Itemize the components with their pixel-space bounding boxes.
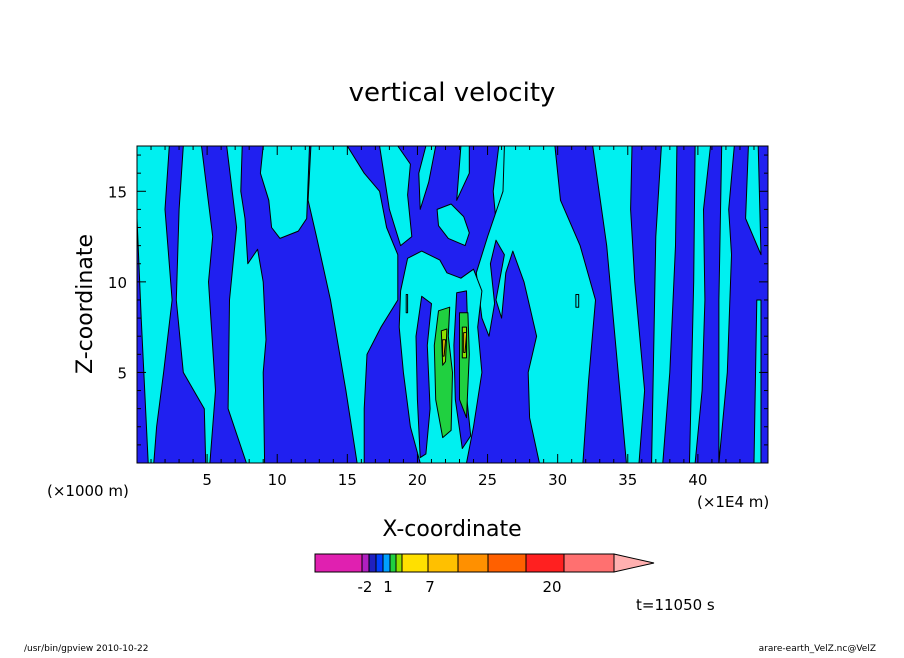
x-tick-label: 40	[688, 471, 707, 489]
contour-region-27	[463, 332, 467, 353]
time-label: t=11050 s	[636, 596, 715, 614]
contour-region-5	[379, 146, 413, 247]
x-tick-label: 25	[478, 471, 497, 489]
colorbar-segment	[401, 553, 429, 573]
x-tick-label: 10	[268, 471, 287, 489]
colorbar-segment	[382, 553, 391, 573]
x-axis-label: X-coordinate	[382, 517, 521, 542]
x-tick-label: 30	[548, 471, 567, 489]
x-tick-label: 20	[408, 471, 427, 489]
colorbar-tick-label: -2	[358, 578, 373, 596]
colorbar	[314, 553, 655, 573]
contour-region-20	[415, 295, 432, 459]
colorbar-segment	[375, 553, 384, 573]
contour-region-14	[745, 146, 762, 256]
colorbar-segment	[487, 553, 527, 573]
x-tick-label: 35	[618, 471, 637, 489]
colorbar-segment	[389, 553, 397, 573]
colorbar-segment	[563, 553, 615, 573]
contour-region-26	[442, 339, 446, 357]
contour-region-10	[592, 146, 646, 463]
x-tick-label: 5	[202, 471, 212, 489]
contour-region-6	[418, 146, 437, 210]
contour-region-2	[226, 146, 267, 463]
contour-region-3	[259, 146, 310, 239]
contour-region-7	[456, 146, 470, 201]
y-tick-label: 5	[117, 364, 127, 382]
y-axis: 5 10 15	[108, 154, 768, 446]
contour-region-13	[718, 146, 735, 463]
colorbar-segment	[457, 553, 489, 573]
contour-region-11	[651, 146, 678, 463]
colorbar-segment	[314, 553, 363, 573]
footer-left-text: /usr/bin/gpview 2010-10-22	[24, 644, 148, 654]
contour-region-16	[436, 203, 470, 247]
x-unit-right-label: (×1E4 m)	[697, 493, 769, 511]
contour-region-9	[475, 146, 596, 463]
chart-title: vertical velocity	[349, 78, 556, 108]
colorbar-tick-label: 7	[425, 578, 435, 596]
colorbar-segment	[368, 553, 377, 573]
plot-frame	[136, 145, 769, 464]
x-tick-label: 15	[338, 471, 357, 489]
colorbar-segment	[361, 553, 370, 573]
contour-region-18	[405, 294, 409, 314]
colorbar-tick-label: 1	[383, 578, 393, 596]
contour-regions	[137, 146, 762, 463]
colorbar-segment	[427, 553, 459, 573]
footer-right-text: arare-earth_VelZ.nc@VelZ	[759, 644, 876, 654]
colorbar-tick-label: 20	[542, 578, 561, 596]
x-unit-left-label: (×1000 m)	[47, 482, 129, 500]
contour-region-12	[689, 146, 711, 463]
colorbar-arrow	[613, 553, 655, 573]
x-axis: 5 10 15 20 25 30 35 40	[150, 146, 755, 489]
colorbar-labels: -2 1 7 20	[358, 578, 562, 596]
contour-region-0	[137, 146, 173, 463]
y-axis-label: Z-coordinate	[73, 234, 98, 374]
y-tick-label: 10	[108, 274, 127, 292]
contour-region-15	[753, 299, 762, 463]
colorbar-segment	[525, 553, 565, 573]
contour-region-22	[433, 306, 453, 439]
contour-region-19	[575, 294, 580, 308]
contour-region-4	[307, 146, 399, 463]
colorbar-segment	[395, 553, 403, 573]
y-tick-label: 15	[108, 183, 127, 201]
contour-region-1	[175, 146, 216, 463]
